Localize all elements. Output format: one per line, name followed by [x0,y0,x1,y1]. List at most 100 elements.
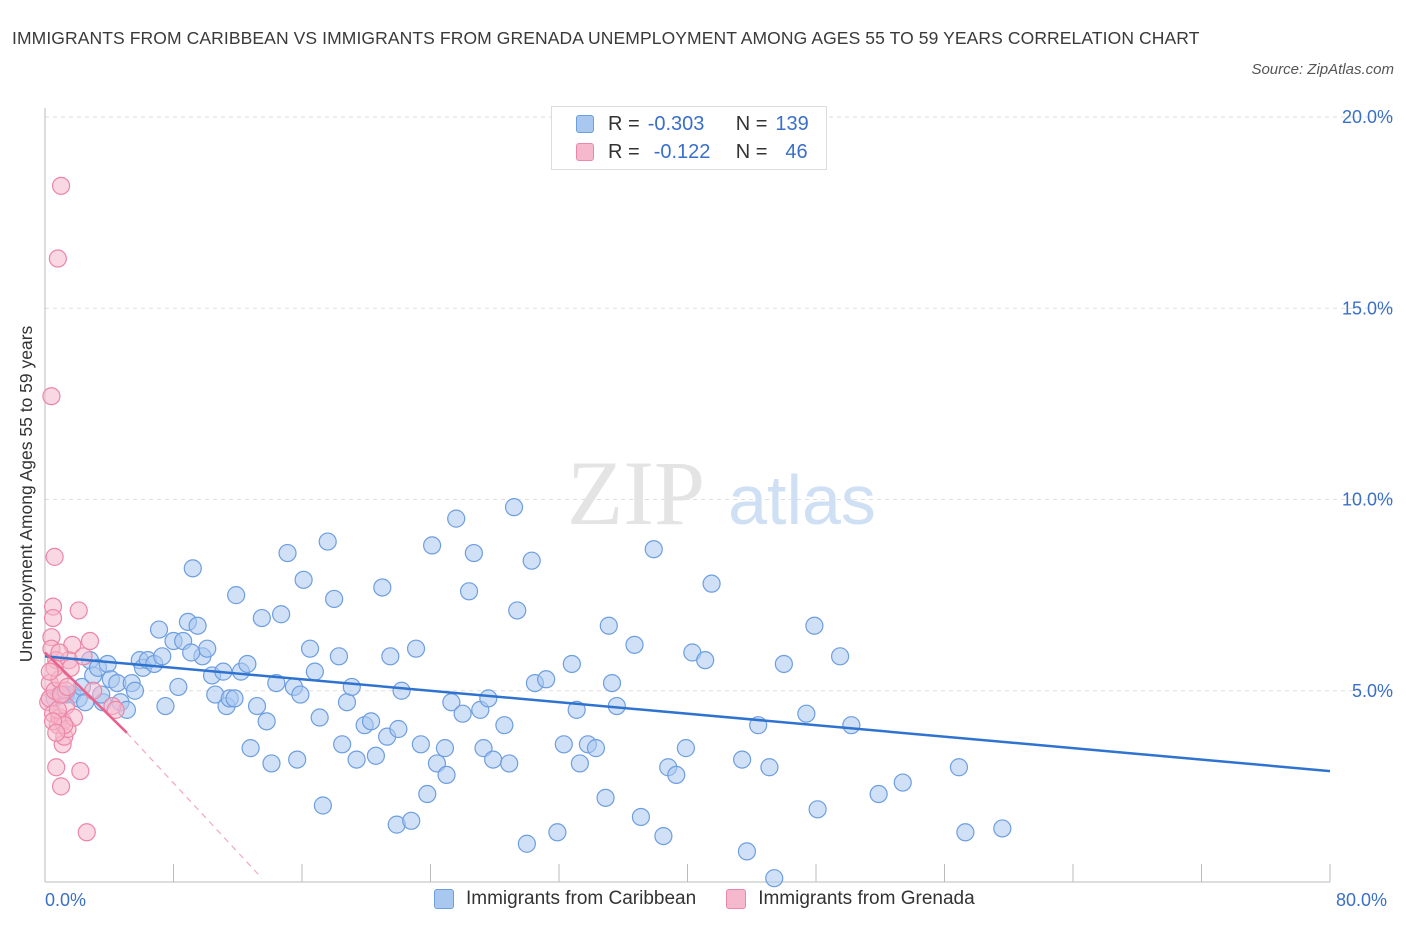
caribbean-point [830,647,850,666]
axes [44,108,1331,883]
caribbean-point [337,693,357,712]
grenada-point [43,608,63,628]
caribbean-point [153,647,172,666]
grenada-swatch [576,143,594,161]
caribbean-point [537,670,556,689]
legend-item-caribbean[interactable]: Immigrants from Caribbean [434,888,696,910]
grenada-point [84,681,103,700]
r-label: R = [608,140,640,163]
caribbean-point [625,635,644,654]
caribbean-point [459,582,479,601]
caribbean-point [98,654,117,674]
caribbean-point [252,608,271,628]
caribbean-point [500,754,519,773]
series-grenada-points [39,176,125,842]
caribbean-point [696,651,715,670]
caribbean-point [227,586,246,605]
grenada-point [48,249,67,268]
legend-label-caribbean: Immigrants from Caribbean [466,888,697,909]
caribbean-point [522,551,541,570]
caribbean-point [667,765,686,785]
caribbean-point [198,639,217,658]
caribbean-point [453,704,472,723]
caribbean-point [267,673,286,693]
caribbean-point [517,834,536,853]
watermark: ZIP atlas [567,442,876,544]
caribbean-point [702,574,721,593]
caribbean-point [765,869,784,888]
caribbean-point [188,616,207,635]
y-tick-labels: 5.0% 10.0% 15.0% 20.0% [1342,107,1393,701]
y-tick-label: 5.0% [1352,681,1393,701]
legend-item-grenada[interactable]: Immigrants from Grenada [726,888,975,910]
caribbean-point [262,754,281,773]
caribbean-point [437,765,456,785]
caribbean-point [300,639,320,658]
caribbean-point [423,536,442,555]
r-label: R = [608,112,640,135]
legend-row-grenada: R = -0.122 N = 46 [576,140,808,164]
caribbean-point [278,543,297,563]
grenada-point [47,758,66,777]
caribbean-point [495,716,514,735]
n-value: 139 [775,112,809,135]
caribbean-point [479,689,498,708]
caribbean-point [586,739,606,758]
source-label: Source: ZipAtlas.com [1251,61,1394,78]
y-tick-label: 15.0% [1342,298,1393,318]
caribbean-point [893,773,912,792]
caribbean-point [869,784,888,804]
y-tick-label: 10.0% [1342,490,1393,510]
grenada-point [80,631,100,651]
caribbean-point [805,616,824,635]
series-legend: Immigrants from Caribbean Immigrants fro… [434,888,1005,910]
caribbean-point [570,754,589,773]
caribbean-point [241,739,260,758]
caribbean-point [733,750,752,769]
caribbean-trendline [44,655,1331,773]
grid-lines [45,116,1393,692]
grenada-point [40,662,59,681]
caribbean-point [329,647,349,666]
caribbean-point [361,712,381,731]
caribbean-point [149,620,169,639]
caribbean-point [676,739,695,758]
caribbean-point [310,708,329,727]
caribbean-point [504,498,524,517]
caribbean-point [392,681,411,700]
caribbean-point [347,750,366,769]
caribbean-point [808,800,827,819]
legend-label-grenada: Immigrants from Grenada [758,888,975,909]
caribbean-point [508,601,527,620]
legend-row-caribbean: R = -0.303 N = 139 [576,112,809,136]
caribbean-point [548,823,567,842]
grenada-point [42,387,61,406]
caribbean-point [272,605,291,624]
caribbean-point [447,509,466,528]
caribbean-point [596,788,615,807]
caribbean-point [182,643,201,662]
caribbean-point [156,696,175,716]
correlation-legend: R = -0.303 N = 139 R = -0.122 N = 46 [551,106,827,170]
caribbean-point [774,654,793,674]
caribbean-legend-swatch [434,889,454,909]
caribbean-point [325,589,344,609]
grenada-point [45,547,64,566]
caribbean-point [599,616,618,635]
grenada-point [51,777,71,796]
chart-title: IMMIGRANTS FROM CARIBBEAN VS IMMIGRANTS … [12,28,1200,48]
caribbean-point [406,639,426,658]
caribbean-point [247,696,267,716]
grenada-trendline [44,651,128,734]
grenada-point [77,823,96,842]
x-axis-max-label: 80.0% [1336,890,1388,910]
r-value: -0.303 [647,112,705,135]
caribbean-point [225,689,244,708]
grenada-point [69,601,88,620]
caribbean-point [435,739,455,758]
caribbean-point [238,654,257,674]
caribbean-point [313,796,332,815]
grenada-point [51,176,71,195]
grenada-point [47,723,66,742]
grenada-point [58,677,77,697]
